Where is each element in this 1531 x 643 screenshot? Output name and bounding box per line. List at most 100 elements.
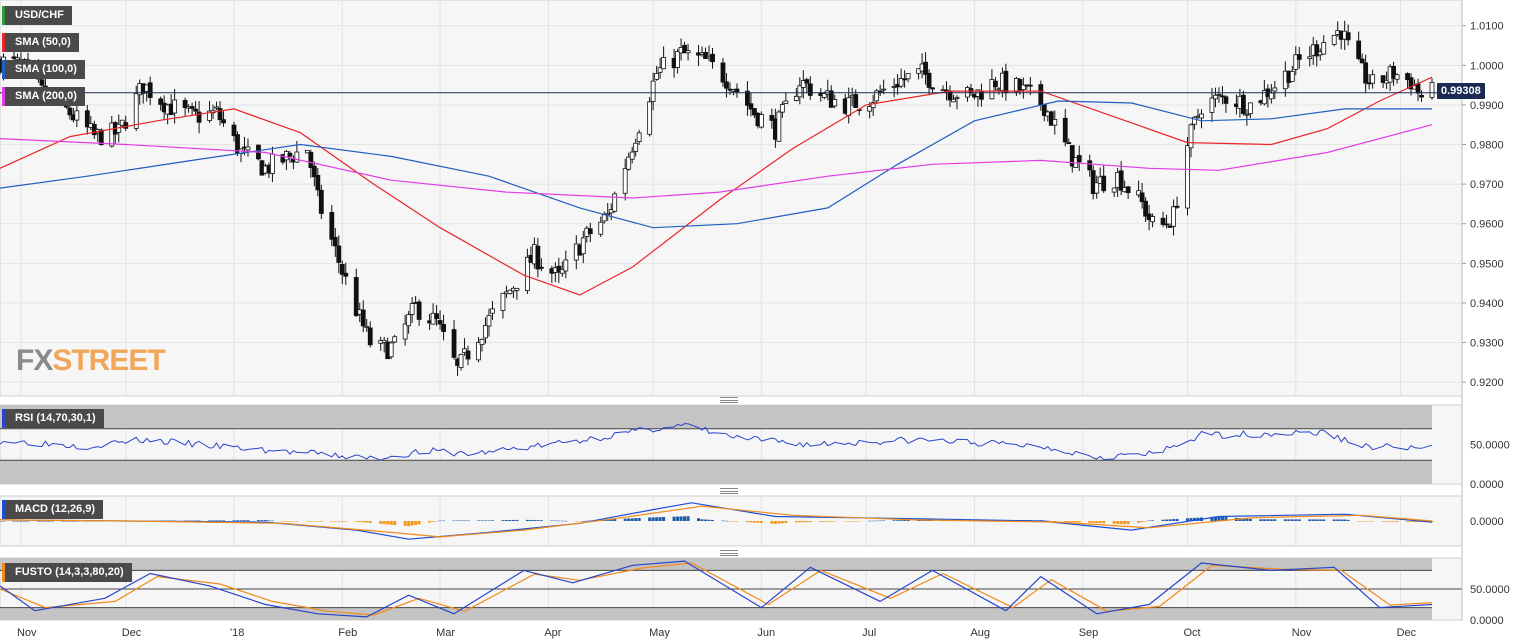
macd-hist-bar-pos xyxy=(1168,519,1172,521)
macd-hist-bar-pos xyxy=(655,517,659,521)
macd-hist-bar-pos xyxy=(1189,518,1193,521)
macd-hist-bar-pos xyxy=(194,520,198,522)
macd-hist-bar-pos xyxy=(1151,520,1155,521)
candle-bull xyxy=(1192,116,1197,125)
macd-hist-bar-pos xyxy=(480,520,484,521)
macd-hist-bar-pos xyxy=(218,520,222,521)
macd-hist-bar-pos xyxy=(609,519,613,521)
x-tick-label: Nov xyxy=(17,627,37,639)
candle-bull xyxy=(392,336,398,343)
macd-hist-bar-neg xyxy=(756,521,760,523)
macd-hist-bar-pos xyxy=(1172,519,1176,521)
candle-bull xyxy=(846,97,852,116)
macd-hist-bar-pos xyxy=(1220,516,1224,521)
macd-hist-bar-neg xyxy=(284,521,288,522)
macd-hist-bar-pos xyxy=(553,520,557,522)
macd-hist-bar-pos xyxy=(539,520,543,521)
macd-hist-bar-neg xyxy=(759,521,763,524)
macd-hist-bar-pos xyxy=(536,520,540,521)
macd-hist-bar-neg xyxy=(1074,521,1078,523)
candle-bear xyxy=(434,313,439,319)
candle-bull xyxy=(524,256,530,291)
candle-bear xyxy=(1345,32,1351,41)
candle-bull xyxy=(1370,74,1376,84)
candle-bear xyxy=(1038,84,1044,106)
pane-resize-handle-macd[interactable] xyxy=(720,488,738,494)
macd-hist-bar-pos xyxy=(1217,516,1221,521)
rsi-oversold-zone xyxy=(0,460,1432,484)
candle-bear xyxy=(437,320,443,325)
candle-bear xyxy=(329,212,335,240)
candle-bear xyxy=(67,107,73,116)
macd-hist-bar-pos xyxy=(1186,518,1190,521)
macd-hist-bar-neg xyxy=(752,521,756,523)
macd-hist-bar-neg xyxy=(1367,521,1371,522)
macd-hist-bar-neg xyxy=(288,521,292,522)
macd-hist-bar-pos xyxy=(630,518,634,521)
candle-bear xyxy=(1408,77,1414,90)
candle-bull xyxy=(800,80,806,88)
pane-resize-handle-rsi[interactable] xyxy=(720,397,738,403)
macd-hist-bar-pos xyxy=(197,520,201,522)
candle-bull xyxy=(1331,34,1337,45)
macd-hist-bar-pos xyxy=(1175,518,1179,521)
rsi-overbought-zone xyxy=(0,405,1432,429)
candle-bull xyxy=(500,292,506,311)
x-tick-label: Dec xyxy=(122,627,142,639)
macd-hist-bar-pos xyxy=(878,520,882,522)
macd-hist-bar-pos xyxy=(564,520,568,522)
macd-hist-bar-pos xyxy=(529,519,533,521)
candle-bear xyxy=(231,124,237,137)
macd-hist-bar-neg xyxy=(819,521,823,522)
macd-hist-bar-neg xyxy=(808,521,812,523)
macd-hist-bar-neg xyxy=(1067,521,1071,523)
candle-bull xyxy=(951,98,956,103)
macd-hist-bar-pos xyxy=(456,520,460,522)
candle-bull xyxy=(133,93,139,129)
candle-bull xyxy=(1150,216,1155,223)
macd-hist-bar-pos xyxy=(1283,519,1287,521)
macd-hist-bar-pos xyxy=(71,521,75,522)
macd-hist-bar-pos xyxy=(721,520,725,522)
macd-hist-bar-pos xyxy=(1339,519,1343,521)
macd-hist-bar-neg xyxy=(333,521,337,522)
macd-hist-bar-pos xyxy=(239,520,243,521)
candle-bear xyxy=(332,237,338,247)
candle-bull xyxy=(601,214,607,222)
candle-bear xyxy=(1048,111,1054,126)
macd-hist-bar-neg xyxy=(417,521,421,525)
macd-hist-bar-neg xyxy=(1385,521,1389,522)
candle-bull xyxy=(1052,119,1058,126)
candle-bear xyxy=(734,88,740,93)
macd-hist-bar-neg xyxy=(749,521,753,523)
macd-hist-bar-neg xyxy=(431,521,435,522)
candle-bull xyxy=(490,308,495,314)
macd-hist-bar-pos xyxy=(1147,520,1151,522)
sma200-line xyxy=(0,124,1433,199)
macd-hist-bar-pos xyxy=(222,520,226,521)
pane-resize-handle-fusto[interactable] xyxy=(720,550,738,556)
macd-hist-bar-pos xyxy=(466,520,470,522)
candle-bull xyxy=(989,79,995,100)
candle-bull xyxy=(1199,113,1204,119)
macd-hist-bar-neg xyxy=(1077,521,1081,523)
macd-hist-bar-neg xyxy=(826,521,830,522)
macd-hist-bar-pos xyxy=(490,520,494,521)
candle-bull xyxy=(905,73,911,80)
candle-bull xyxy=(870,102,876,109)
candle-bear xyxy=(451,329,457,358)
macd-hist-bar-pos xyxy=(208,520,212,521)
candle-bull xyxy=(622,168,628,194)
x-tick-label: Sep xyxy=(1079,627,1099,639)
candle-bull xyxy=(476,342,481,361)
macd-hist-bar-pos xyxy=(711,519,715,521)
macd-hist-bar-neg xyxy=(1395,521,1399,522)
candle-bull xyxy=(1213,94,1218,100)
price-axis-label: 1.0000 xyxy=(1470,60,1504,72)
macd-hist-bar-pos xyxy=(267,520,271,521)
candle-bull xyxy=(1188,124,1194,149)
macd-hist-bar-pos xyxy=(438,520,442,522)
macd-hist-bar-pos xyxy=(508,520,512,521)
macd-hist-bar-pos xyxy=(75,521,79,522)
macd-hist-bar-pos xyxy=(1315,519,1319,521)
